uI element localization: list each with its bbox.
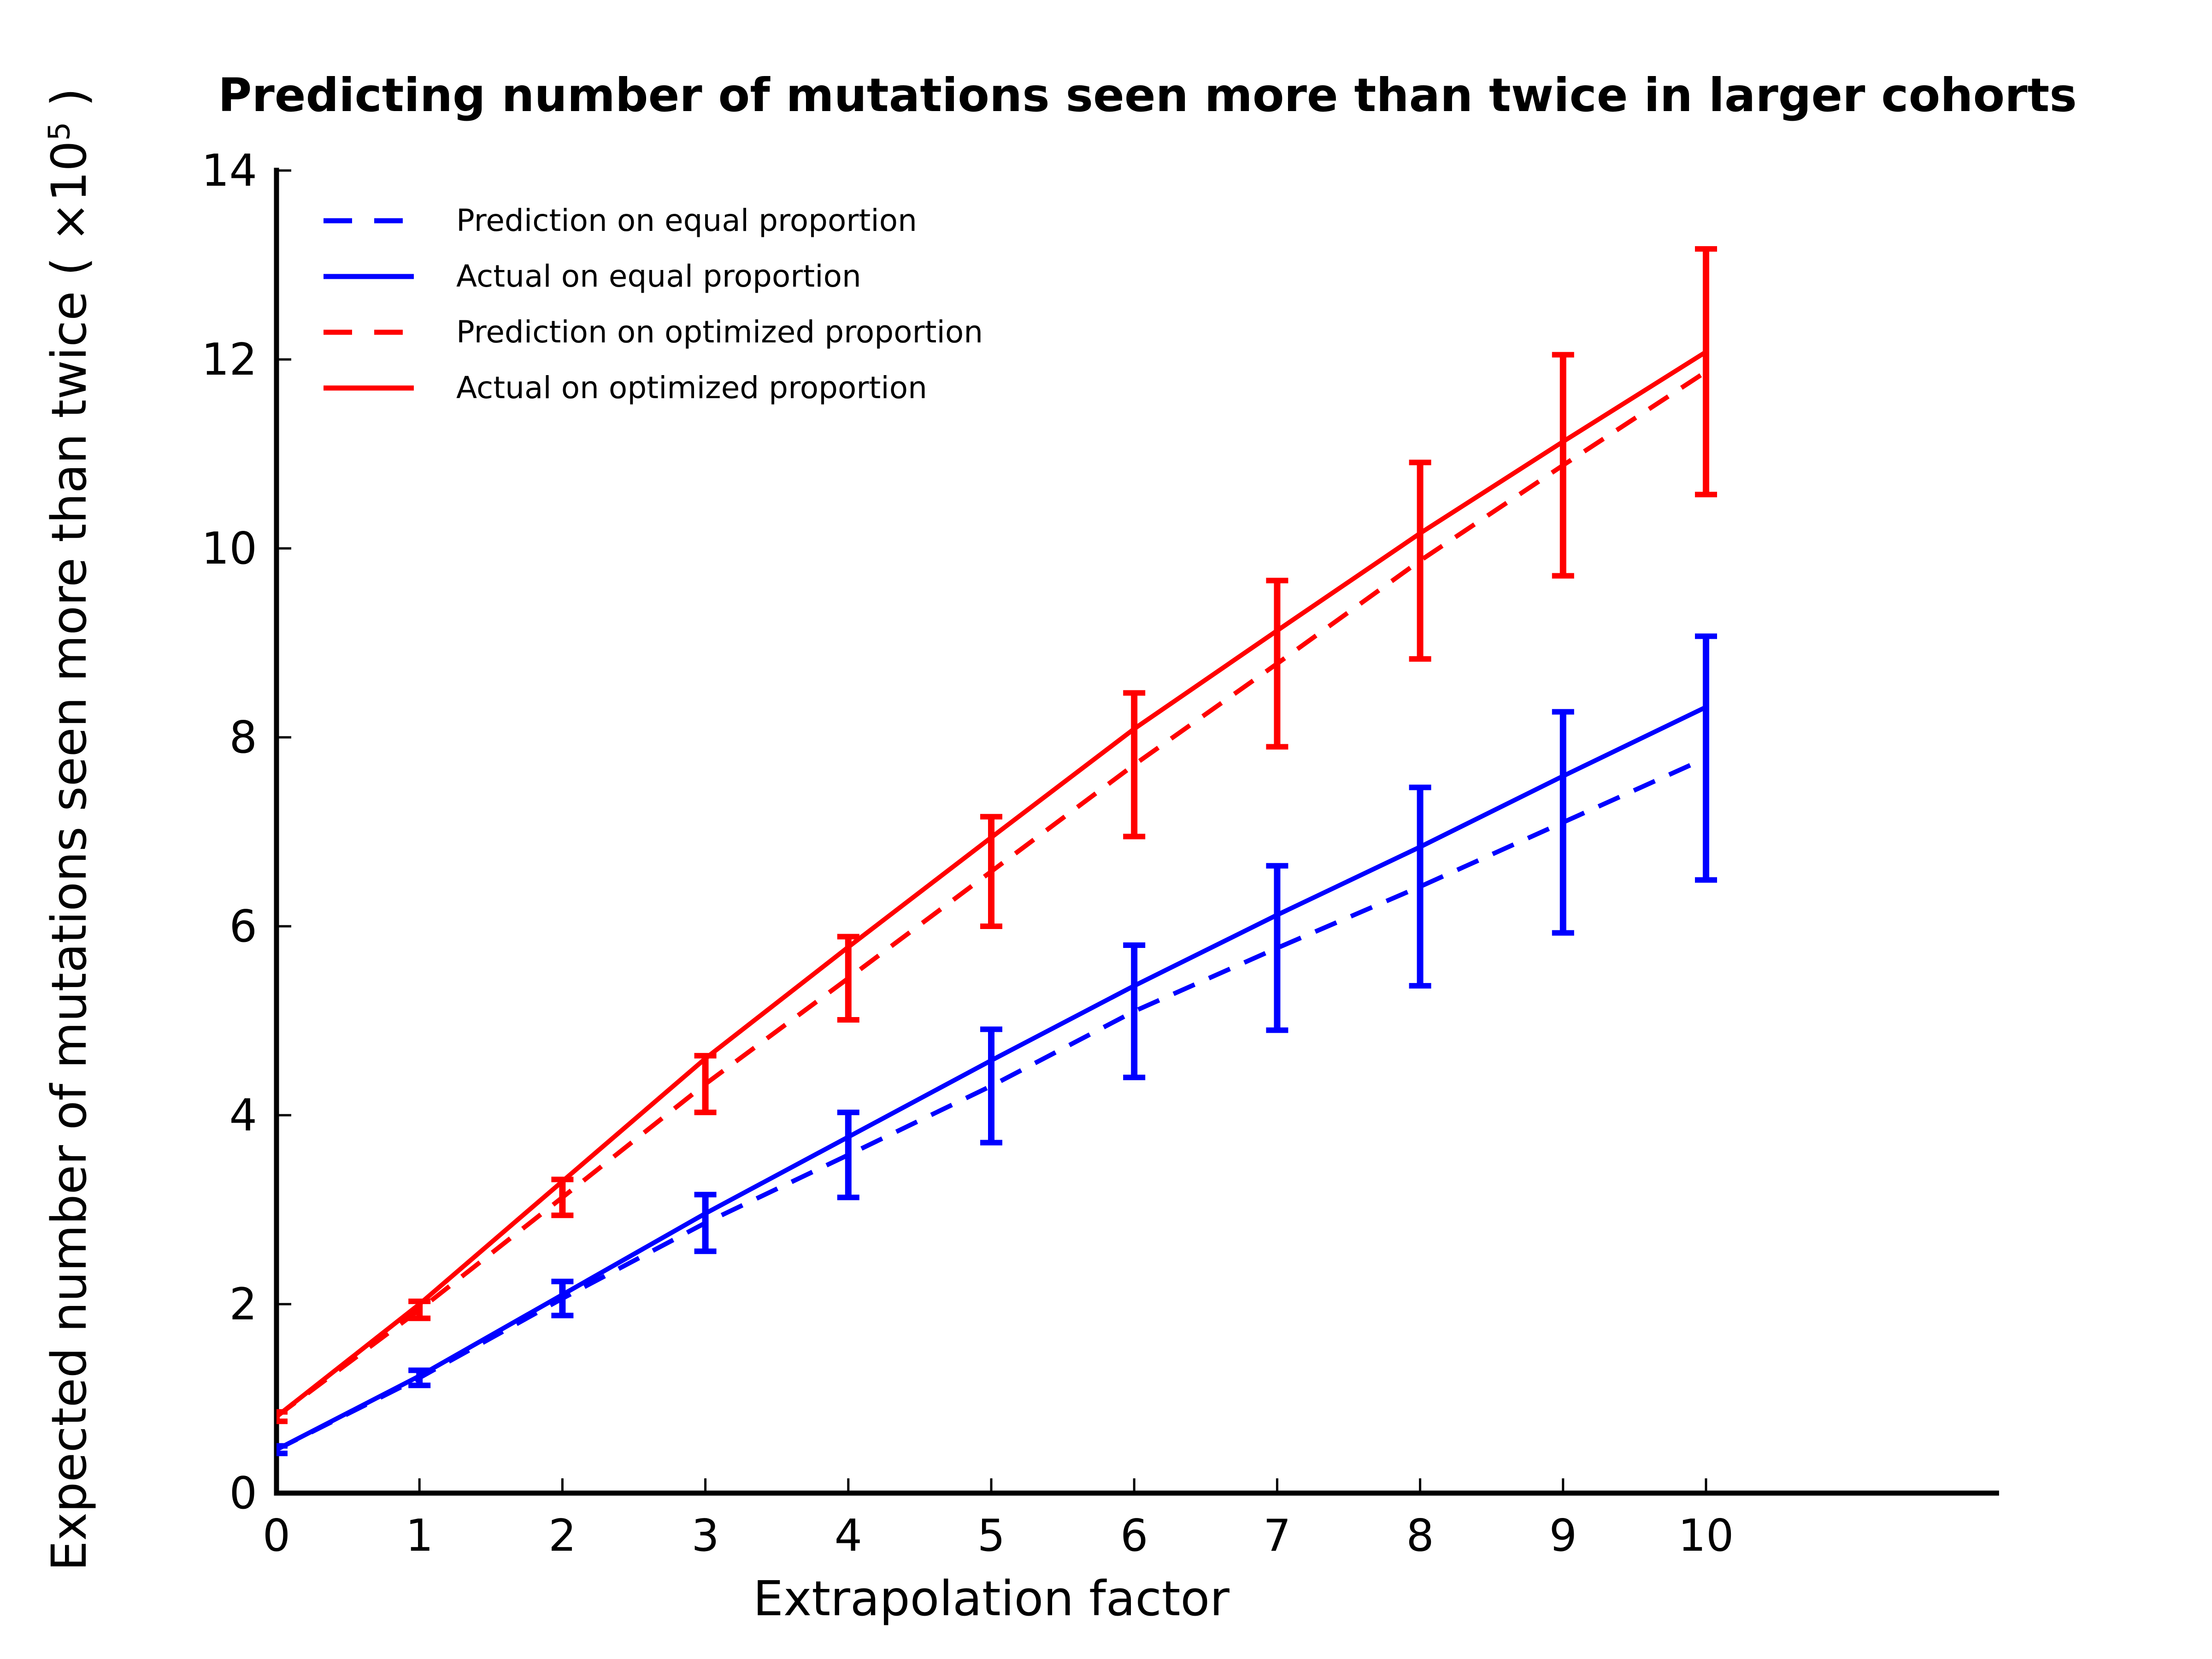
legend-label: Actual on optimized proportion: [456, 370, 927, 406]
error-bar: [980, 1026, 1002, 1146]
error-bar: [1409, 459, 1431, 662]
legend-item: Prediction on equal proportion: [323, 193, 983, 248]
y-axis-label-text: Expected number of mutations seen more t…: [41, 241, 97, 1571]
legend-line-sample: [324, 329, 414, 335]
error-bar: [837, 1109, 859, 1200]
series-line-solid: [276, 705, 1707, 1452]
y-tick-label: 4: [229, 1090, 257, 1141]
error-bar: [1409, 784, 1431, 989]
legend-item: Actual on optimized proportion: [323, 360, 983, 416]
error-bar: [1123, 942, 1146, 1080]
series-line-solid: [276, 350, 1707, 1418]
x-axis-label: Extrapolation factor: [753, 1571, 1230, 1627]
legend-line-sample: [324, 274, 414, 279]
error-bar: [1266, 863, 1288, 1033]
legend-label: Prediction on optimized proportion: [456, 314, 983, 350]
data-series-group: [276, 246, 1717, 1456]
x-tick-label: 4: [835, 1511, 862, 1561]
x-tick-label: 0: [263, 1511, 290, 1561]
error-bar: [837, 934, 859, 1023]
x-tick-label: 2: [548, 1511, 576, 1561]
y-tick-label: 14: [201, 146, 257, 196]
y-axis-label: Expected number of mutations seen more t…: [41, 88, 97, 1571]
y-axis-unit-base: ×10: [41, 141, 97, 242]
y-tick-label: 2: [229, 1279, 257, 1330]
legend-label: Prediction on equal proportion: [456, 203, 917, 238]
series-line-dashed: [276, 756, 1707, 1452]
legend-label: Actual on equal proportion: [456, 259, 861, 294]
x-tick-label: 6: [1120, 1511, 1148, 1561]
x-tick-label: 7: [1263, 1511, 1291, 1561]
legend: Prediction on equal proportion Actual on …: [323, 193, 983, 416]
error-bar: [1123, 690, 1146, 840]
x-tick-label: 1: [406, 1511, 433, 1561]
error-bar: [1695, 246, 1717, 498]
y-tick-label: 0: [229, 1468, 257, 1519]
legend-item: Prediction on optimized proportion: [323, 304, 983, 360]
chart-title: Predicting number of mutations seen more…: [218, 68, 2077, 122]
x-tick-label: 5: [977, 1511, 1005, 1561]
x-tick-label: 10: [1678, 1511, 1734, 1561]
x-tick-label: 9: [1549, 1511, 1577, 1561]
y-axis-label-suffix: ): [41, 88, 97, 122]
y-tick-label: 10: [201, 524, 257, 574]
y-axis-unit-exponent: 5: [42, 122, 77, 141]
y-tick-label: 12: [201, 335, 257, 385]
legend-line-sample: [324, 385, 414, 390]
legend-line-sample: [324, 218, 414, 223]
y-tick-label: 6: [229, 901, 257, 952]
error-bar: [1552, 709, 1574, 936]
x-tick-label: 3: [691, 1511, 719, 1561]
legend-item: Actual on equal proportion: [323, 248, 983, 304]
y-tick-label: 8: [229, 712, 257, 763]
series-line-dashed: [276, 370, 1707, 1418]
x-tick-label: 8: [1406, 1511, 1434, 1561]
